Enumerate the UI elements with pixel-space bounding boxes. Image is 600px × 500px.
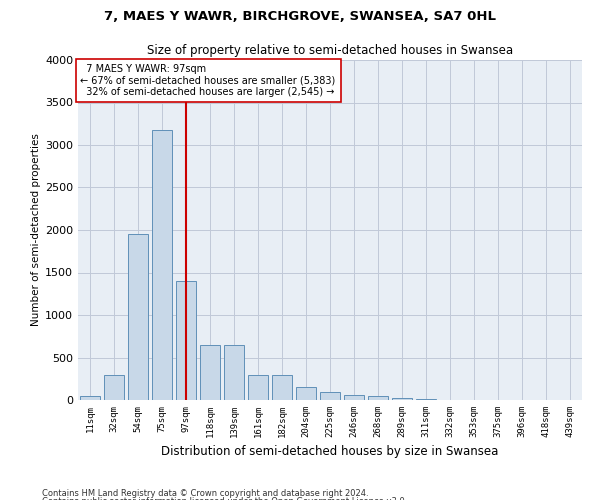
Bar — [368, 396, 388, 400]
Text: Contains public sector information licensed under the Open Government Licence v3: Contains public sector information licen… — [42, 497, 407, 500]
X-axis label: Distribution of semi-detached houses by size in Swansea: Distribution of semi-detached houses by … — [161, 446, 499, 458]
Bar — [320, 392, 340, 400]
Bar — [224, 345, 244, 400]
Title: Size of property relative to semi-detached houses in Swansea: Size of property relative to semi-detach… — [147, 44, 513, 58]
Bar — [416, 399, 436, 400]
Bar — [392, 398, 412, 400]
Bar — [176, 281, 196, 400]
Bar — [248, 374, 268, 400]
Text: 7 MAES Y WAWR: 97sqm
← 67% of semi-detached houses are smaller (5,383)
  32% of : 7 MAES Y WAWR: 97sqm ← 67% of semi-detac… — [80, 64, 335, 98]
Bar — [200, 345, 220, 400]
Bar — [128, 234, 148, 400]
Bar — [152, 130, 172, 400]
Text: 7, MAES Y WAWR, BIRCHGROVE, SWANSEA, SA7 0HL: 7, MAES Y WAWR, BIRCHGROVE, SWANSEA, SA7… — [104, 10, 496, 23]
Bar — [104, 374, 124, 400]
Bar — [296, 387, 316, 400]
Bar — [344, 395, 364, 400]
Bar — [272, 374, 292, 400]
Bar — [80, 396, 100, 400]
Text: Contains HM Land Registry data © Crown copyright and database right 2024.: Contains HM Land Registry data © Crown c… — [42, 488, 368, 498]
Y-axis label: Number of semi-detached properties: Number of semi-detached properties — [31, 134, 41, 326]
